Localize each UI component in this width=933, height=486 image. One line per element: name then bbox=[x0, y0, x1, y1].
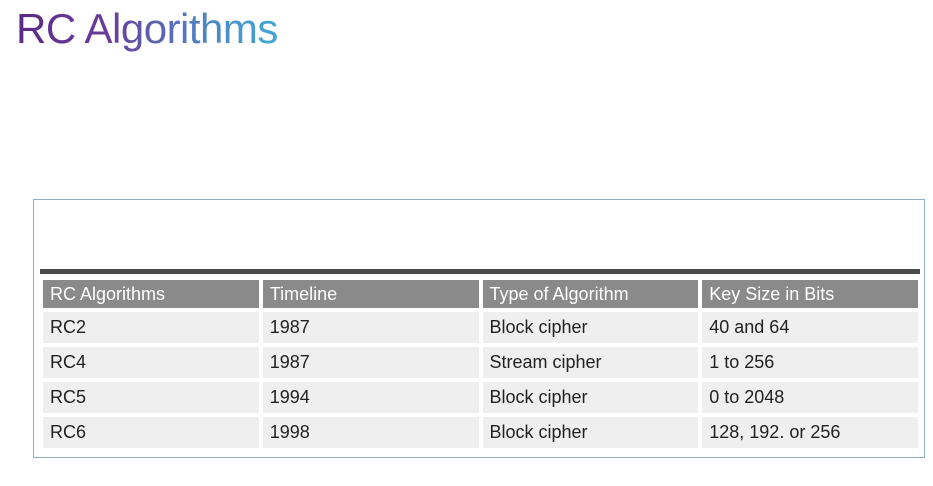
cell-algorithm: RC4 bbox=[43, 347, 259, 378]
cell-key-size: 0 to 2048 bbox=[702, 382, 918, 413]
table-row: RC4 1987 Stream cipher 1 to 256 bbox=[43, 347, 918, 378]
table-frame: RC Algorithms Timeline Type of Algorithm… bbox=[33, 199, 925, 458]
cell-algorithm: RC5 bbox=[43, 382, 259, 413]
cell-algorithm: RC2 bbox=[43, 312, 259, 343]
header-type-of-algorithm: Type of Algorithm bbox=[482, 280, 699, 308]
table-row: RC6 1998 Block cipher 128, 192. or 256 bbox=[43, 417, 918, 448]
table-row: RC5 1994 Block cipher 0 to 2048 bbox=[43, 382, 918, 413]
cell-timeline: 1994 bbox=[262, 382, 479, 413]
table-top-rule bbox=[40, 269, 920, 274]
table-header-row: RC Algorithms Timeline Type of Algorithm… bbox=[43, 280, 918, 308]
cell-timeline: 1998 bbox=[262, 417, 479, 448]
slide-title: RC Algorithms bbox=[16, 2, 278, 56]
cell-algorithm: RC6 bbox=[43, 417, 259, 448]
cell-type: Block cipher bbox=[482, 312, 699, 343]
cell-type: Block cipher bbox=[482, 417, 699, 448]
header-timeline: Timeline bbox=[262, 280, 479, 308]
cell-type: Stream cipher bbox=[482, 347, 699, 378]
cell-type: Block cipher bbox=[482, 382, 699, 413]
cell-key-size: 128, 192. or 256 bbox=[702, 417, 918, 448]
header-rc-algorithms: RC Algorithms bbox=[43, 280, 259, 308]
cell-timeline: 1987 bbox=[262, 312, 479, 343]
rc-algorithms-table: RC Algorithms Timeline Type of Algorithm… bbox=[39, 276, 922, 452]
cell-key-size: 1 to 256 bbox=[702, 347, 918, 378]
table-row: RC2 1987 Block cipher 40 and 64 bbox=[43, 312, 918, 343]
cell-timeline: 1987 bbox=[262, 347, 479, 378]
cell-key-size: 40 and 64 bbox=[702, 312, 918, 343]
header-key-size: Key Size in Bits bbox=[702, 280, 918, 308]
